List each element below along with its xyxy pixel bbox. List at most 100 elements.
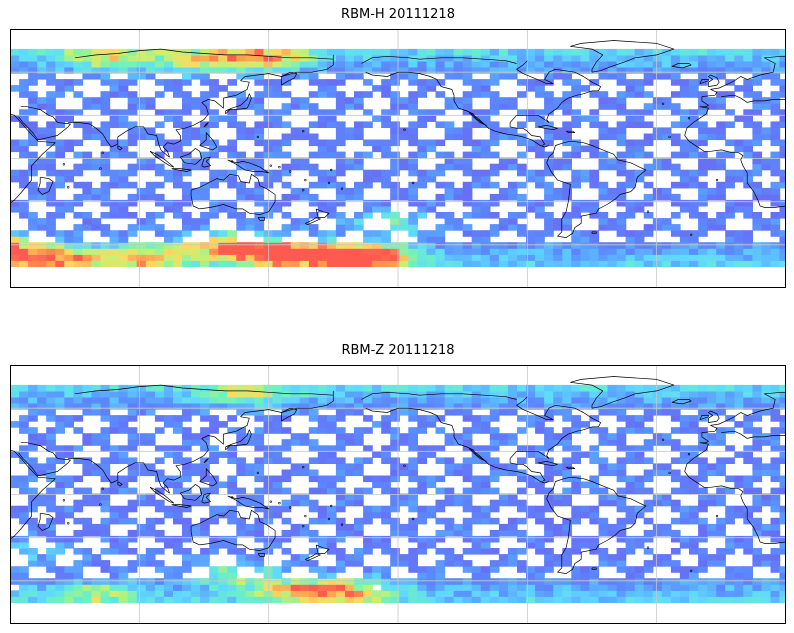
swath-cell	[752, 133, 763, 141]
swath-cell	[317, 535, 328, 543]
swath-cell	[489, 384, 500, 392]
swath-cell	[372, 236, 382, 243]
swath-cell	[734, 511, 744, 519]
swath-cell	[154, 212, 165, 219]
swath-cell	[517, 230, 527, 237]
swath-cell	[363, 511, 373, 519]
swath-cell	[616, 242, 627, 249]
swath-cell	[354, 193, 364, 201]
swath-cell	[598, 596, 609, 603]
swath-cell	[363, 517, 373, 525]
swath-cell	[272, 199, 283, 207]
swath-cell	[209, 169, 219, 177]
swath-cell	[689, 451, 699, 458]
swath-cell	[19, 48, 29, 56]
swath-cell	[218, 260, 228, 267]
swath-cell	[290, 54, 301, 62]
swath-cell	[417, 548, 428, 555]
swath-cell	[562, 584, 572, 591]
swath-cell	[761, 103, 772, 110]
swath-cell	[200, 384, 210, 392]
swath-cell	[480, 236, 491, 243]
swath-cell	[363, 260, 373, 267]
swath-cell	[73, 596, 84, 603]
swath-cell	[118, 572, 129, 579]
swath-cell	[363, 199, 373, 207]
swath-cell	[707, 163, 717, 171]
swath-cell	[399, 396, 409, 404]
swath-cell	[290, 590, 301, 597]
swath-cell	[462, 139, 473, 147]
swath-cell	[408, 475, 418, 483]
swath-cell	[19, 548, 29, 555]
swath-cell	[553, 439, 563, 446]
swath-cell	[64, 445, 74, 452]
swath-cell	[73, 163, 84, 171]
swath-cell	[661, 254, 672, 261]
swath-cell	[55, 590, 65, 597]
panel-title-rbm-h: RBM-H 20111218	[341, 7, 455, 22]
swath-cell	[281, 224, 292, 231]
swath-cell	[191, 596, 201, 603]
swath-cell	[218, 390, 228, 398]
swath-cell	[471, 54, 482, 62]
swath-cell	[254, 590, 265, 597]
swath-cell	[761, 469, 772, 477]
swath-cell	[770, 439, 781, 446]
swath-cell	[679, 169, 690, 177]
swath-cell	[363, 109, 373, 116]
swath-cell	[317, 115, 328, 122]
swath-cell	[173, 254, 183, 261]
swath-cell	[625, 248, 636, 255]
swath-cell	[154, 91, 165, 98]
swath-cell	[770, 181, 781, 189]
swath-cell	[272, 451, 283, 458]
swath-cell	[19, 590, 29, 597]
swath-cell	[363, 91, 373, 98]
swath-cell	[209, 584, 219, 591]
swath-cell	[100, 487, 111, 495]
swath-cell	[698, 127, 708, 134]
swath-cell	[345, 590, 355, 597]
swath-cell	[218, 535, 228, 543]
swath-cell	[634, 487, 645, 495]
swath-cell	[779, 212, 786, 219]
swath-cell	[571, 151, 581, 159]
swath-cell	[689, 260, 699, 267]
swath-cell	[616, 578, 627, 585]
swath-cell	[46, 109, 56, 116]
swath-cell	[517, 242, 527, 249]
swath-cell	[707, 390, 717, 398]
swath-cell	[489, 121, 500, 128]
swath-cell	[544, 193, 554, 201]
swath-cell	[779, 48, 786, 56]
swath-cell	[734, 85, 744, 92]
swath-cell	[770, 242, 781, 249]
swath-cell	[354, 254, 364, 261]
swath-cell	[154, 254, 165, 261]
swath-cell	[118, 115, 129, 122]
swath-cell	[109, 384, 120, 392]
swath-cell	[544, 230, 554, 237]
swath-cell	[634, 415, 645, 422]
swath-cell	[462, 97, 473, 104]
swath-cell	[444, 457, 455, 464]
swath-cell	[652, 218, 663, 225]
swath-cell	[625, 566, 636, 573]
swath-cell	[661, 590, 672, 597]
swath-cell	[670, 54, 681, 62]
swath-cell	[580, 590, 591, 597]
swath-cell	[544, 151, 554, 159]
swath-cell	[399, 242, 409, 249]
swath-cell	[643, 73, 654, 80]
swath-cell	[191, 73, 201, 80]
swath-cell	[173, 457, 183, 464]
swath-cell	[218, 566, 228, 573]
swath-cell	[154, 151, 165, 159]
swath-cell	[535, 542, 545, 549]
swath-cell	[689, 596, 699, 603]
swath-cell	[399, 60, 409, 68]
swath-cell	[335, 199, 346, 207]
swath-cell	[480, 475, 491, 483]
swath-cell	[245, 103, 256, 110]
